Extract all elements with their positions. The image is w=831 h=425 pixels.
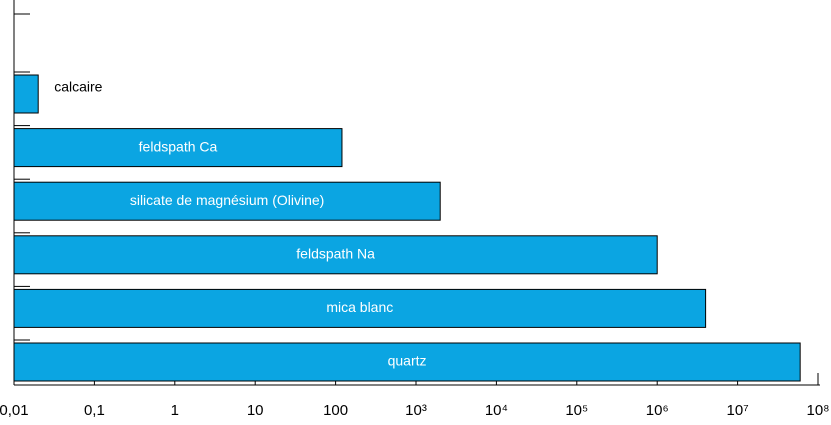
- bar: [13, 235, 658, 275]
- x-tick-label: 10⁴: [485, 402, 508, 419]
- x-tick-label: 0,01: [0, 402, 29, 419]
- bar-label: feldspath Ca: [139, 138, 218, 154]
- bar-label: mica blanc: [326, 299, 393, 315]
- bar-label: feldspath Na: [296, 246, 375, 262]
- bar: [13, 181, 441, 221]
- bar: [13, 74, 39, 114]
- x-tick-label: 10⁶: [646, 402, 669, 419]
- x-tick-label: 1: [171, 402, 179, 419]
- bar-label: calcaire: [54, 79, 102, 95]
- x-tick-label: 10⁸: [806, 402, 829, 419]
- x-tick-label: 10⁷: [727, 402, 749, 419]
- x-tick-label: 10: [247, 402, 264, 419]
- bar: [13, 342, 801, 382]
- bar: [13, 288, 707, 328]
- x-tick-label: 10³: [405, 402, 427, 419]
- x-tick-label: 0,1: [84, 402, 105, 419]
- x-tick-label: 10⁵: [565, 402, 588, 419]
- bar-label: silicate de magnésium (Olivine): [130, 192, 325, 208]
- bar: [13, 128, 343, 168]
- x-tick-label: 100: [323, 402, 348, 419]
- bar-label: quartz: [388, 353, 427, 369]
